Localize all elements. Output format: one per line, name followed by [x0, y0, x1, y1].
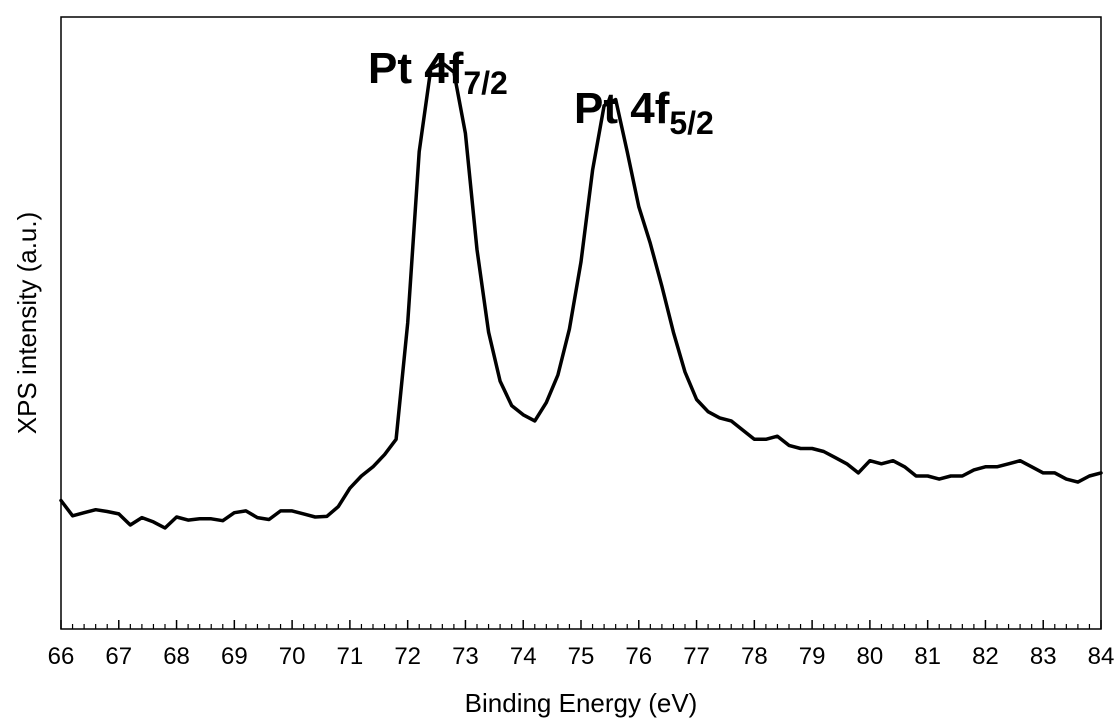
x-tick-label: 84 — [1088, 643, 1115, 670]
x-tick-label: 82 — [972, 643, 999, 670]
spectrum-line — [59, 61, 1103, 530]
x-tick-label: 78 — [741, 643, 768, 670]
x-tick-label: 70 — [279, 643, 306, 670]
x-axis-tick-labels: 66 67 68 69 70 71 72 73 74 75 76 77 78 79 80 81 82 83 84 — [48, 643, 1115, 670]
x-tick-label: 73 — [452, 643, 479, 670]
x-tick-label: 69 — [221, 643, 248, 670]
x-axis-title: Binding Energy (eV) — [465, 688, 698, 718]
x-tick-label: 81 — [914, 643, 941, 670]
peak-label-pt4f72: Pt 4f7/2 — [368, 44, 508, 101]
x-tick-label: 68 — [163, 643, 190, 670]
x-tick-label: 75 — [568, 643, 595, 670]
x-tick-label: 80 — [857, 643, 884, 670]
x-tick-label: 74 — [510, 643, 537, 670]
x-tick-label: 71 — [337, 643, 364, 670]
peak-label-pt4f52: Pt 4f5/2 — [574, 84, 714, 141]
peak-label-pt4f52-subscript: 5/2 — [669, 105, 713, 141]
x-tick-label: 76 — [625, 643, 652, 670]
x-tick-label: 72 — [394, 643, 421, 670]
x-tick-label: 83 — [1030, 643, 1057, 670]
y-axis-title: XPS intensity (a.u.) — [12, 212, 42, 435]
peak-label-pt4f72-subscript: 7/2 — [463, 65, 507, 101]
x-tick-label: 79 — [799, 643, 826, 670]
x-tick-label: 66 — [48, 643, 75, 670]
x-tick-label: 67 — [105, 643, 132, 670]
x-tick-label: 77 — [683, 643, 710, 670]
x-axis-ticks — [60, 620, 1102, 629]
